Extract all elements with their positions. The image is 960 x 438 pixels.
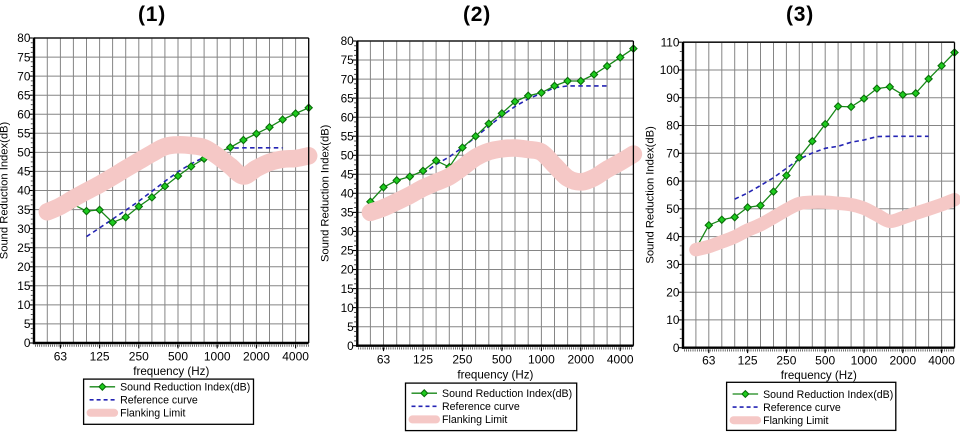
svg-text:frequency (Hz): frequency (Hz)	[781, 369, 857, 382]
svg-text:70: 70	[341, 72, 355, 86]
svg-text:500: 500	[492, 352, 512, 366]
svg-text:70: 70	[17, 69, 31, 83]
svg-text:4000: 4000	[282, 349, 309, 363]
svg-text:20: 20	[666, 285, 680, 299]
svg-text:50: 50	[341, 149, 355, 163]
svg-text:35: 35	[17, 203, 31, 217]
svg-text:(1): (1)	[138, 3, 166, 26]
svg-text:250: 250	[452, 352, 472, 366]
svg-text:55: 55	[341, 129, 355, 143]
svg-text:45: 45	[341, 168, 355, 182]
svg-text:60: 60	[666, 174, 680, 188]
svg-text:4000: 4000	[607, 352, 634, 366]
svg-text:10: 10	[666, 313, 680, 327]
svg-text:80: 80	[341, 34, 355, 48]
svg-text:4000: 4000	[928, 354, 955, 368]
svg-text:100: 100	[660, 63, 680, 77]
svg-text:0: 0	[673, 341, 680, 355]
svg-text:110: 110	[661, 35, 680, 49]
svg-text:15: 15	[341, 282, 355, 296]
svg-text:20: 20	[341, 263, 355, 277]
svg-text:125: 125	[413, 352, 433, 366]
svg-text:25: 25	[17, 241, 31, 255]
svg-text:2000: 2000	[243, 349, 270, 363]
svg-text:125: 125	[738, 354, 758, 368]
svg-text:Reference curve: Reference curve	[763, 402, 841, 414]
svg-text:65: 65	[17, 88, 31, 102]
svg-text:Flanking Limit: Flanking Limit	[120, 408, 185, 420]
svg-text:Sound Reduction Index(dB): Sound Reduction Index(dB)	[120, 382, 250, 394]
svg-text:2000: 2000	[567, 352, 594, 366]
svg-text:35: 35	[341, 206, 355, 220]
svg-text:Flanking Limit: Flanking Limit	[763, 415, 828, 427]
svg-text:Sound Reduction Index(dB): Sound Reduction Index(dB)	[442, 388, 572, 400]
svg-text:Sound Reduction Index(dB): Sound Reduction Index(dB)	[0, 122, 11, 260]
svg-text:80: 80	[17, 31, 31, 45]
svg-text:Flanking Limit: Flanking Limit	[442, 414, 507, 426]
svg-text:50: 50	[17, 146, 31, 160]
svg-text:250: 250	[776, 354, 796, 368]
svg-text:50: 50	[666, 202, 680, 216]
svg-text:(3): (3)	[786, 3, 814, 26]
svg-text:500: 500	[168, 349, 188, 363]
svg-text:80: 80	[666, 119, 680, 133]
svg-text:frequency (Hz): frequency (Hz)	[133, 365, 209, 378]
svg-text:40: 40	[17, 184, 31, 198]
svg-text:1000: 1000	[204, 349, 231, 363]
svg-text:5: 5	[347, 320, 354, 334]
svg-text:frequency (Hz): frequency (Hz)	[457, 369, 533, 382]
svg-text:0: 0	[347, 339, 354, 353]
svg-text:30: 30	[666, 258, 680, 272]
svg-text:25: 25	[341, 244, 355, 258]
svg-text:2000: 2000	[889, 354, 916, 368]
svg-text:90: 90	[666, 91, 680, 105]
svg-text:55: 55	[17, 127, 31, 141]
svg-text:Reference curve: Reference curve	[120, 395, 198, 407]
svg-text:1000: 1000	[851, 354, 878, 368]
svg-text:500: 500	[815, 354, 835, 368]
svg-text:63: 63	[377, 352, 391, 366]
svg-text:0: 0	[24, 336, 31, 350]
svg-text:63: 63	[702, 354, 716, 368]
svg-text:45: 45	[17, 165, 31, 179]
svg-text:40: 40	[341, 187, 355, 201]
svg-text:70: 70	[666, 147, 680, 161]
svg-text:250: 250	[129, 349, 149, 363]
svg-text:15: 15	[17, 279, 31, 293]
svg-text:10: 10	[341, 301, 355, 315]
svg-text:30: 30	[341, 225, 355, 239]
svg-text:125: 125	[90, 349, 110, 363]
svg-text:65: 65	[341, 91, 355, 105]
svg-text:20: 20	[17, 260, 31, 274]
svg-text:1000: 1000	[528, 352, 555, 366]
svg-text:10: 10	[17, 298, 31, 312]
svg-text:75: 75	[341, 53, 355, 67]
svg-text:5: 5	[24, 317, 31, 331]
svg-text:63: 63	[54, 349, 68, 363]
svg-text:Reference curve: Reference curve	[442, 401, 520, 413]
svg-text:Sound Reduction Index(dB): Sound Reduction Index(dB)	[320, 124, 332, 262]
svg-text:60: 60	[341, 110, 355, 124]
svg-text:40: 40	[666, 230, 680, 244]
svg-text:75: 75	[17, 50, 31, 64]
svg-text:60: 60	[17, 108, 31, 122]
svg-text:30: 30	[17, 222, 31, 236]
svg-text:(2): (2)	[463, 3, 491, 26]
svg-text:Sound Reduction Index(dB): Sound Reduction Index(dB)	[763, 389, 893, 401]
svg-text:Sound Reduction Index(dB): Sound Reduction Index(dB)	[645, 126, 657, 264]
